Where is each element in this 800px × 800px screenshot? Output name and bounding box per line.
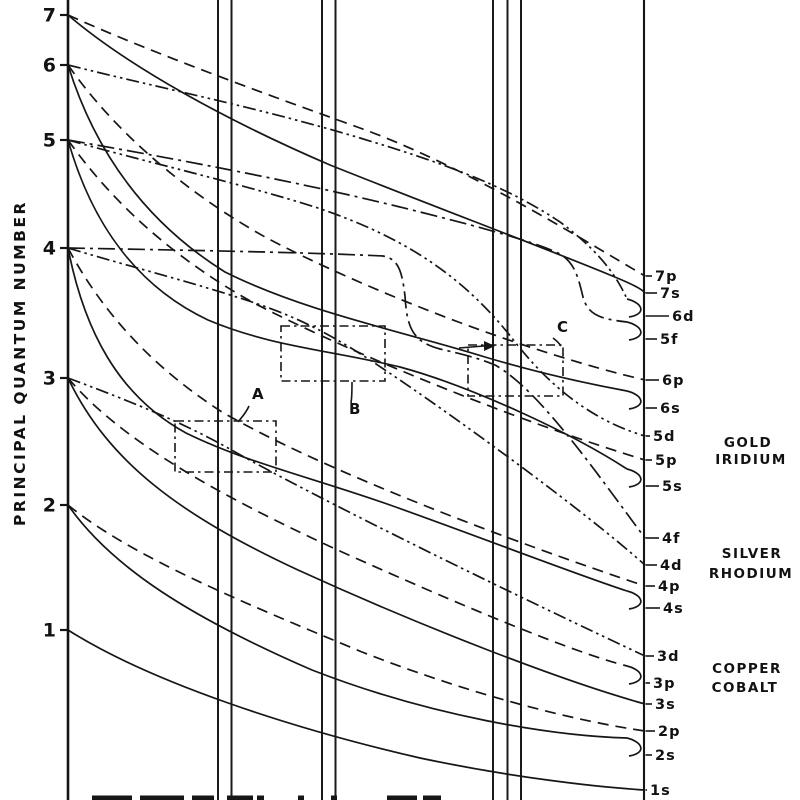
curve-6s: [67, 64, 628, 392]
y-tick-label-1: 1: [43, 620, 56, 642]
orbital-label-2s: 2s: [655, 748, 676, 764]
element-band-line: [230, 0, 233, 800]
highlight-box-B: [280, 325, 386, 382]
element-label-rhodium: RHODIUM: [709, 566, 793, 582]
orbital-label-6d: 6d: [672, 309, 694, 325]
box-leader-C: [552, 337, 562, 347]
orbital-label-7s: 7s: [660, 286, 681, 302]
box-label-C: C: [557, 318, 568, 336]
element-band-line: [519, 0, 523, 800]
y-tick-label-5: 5: [43, 130, 56, 152]
curve-7p: [67, 14, 646, 277]
curve-2s: [67, 504, 628, 739]
y-tick-label-2: 2: [43, 495, 56, 517]
bottom-cutoff-mark: [192, 795, 214, 800]
curve-3p: [67, 377, 628, 667]
element-label-iridium: IRIDIUM: [715, 452, 787, 468]
end-hook-5s: [626, 468, 642, 488]
end-hook-4s: [626, 590, 642, 610]
bottom-cutoff-mark: [387, 795, 417, 800]
annotation-arrow-head: [484, 341, 495, 351]
orbital-label-5p: 5p: [655, 453, 677, 469]
element-label-silver: SILVER: [722, 546, 783, 562]
end-hook-2s: [626, 737, 642, 757]
y-tick-label-7: 7: [43, 5, 56, 27]
element-band-line: [506, 0, 509, 800]
orbital-label-6p: 6p: [662, 373, 684, 389]
curve-5p: [67, 139, 646, 461]
curve-4s: [67, 247, 628, 592]
orbital-label-1s: 1s: [650, 783, 671, 799]
orbital-label-7p: 7p: [655, 269, 677, 285]
orbital-label-4d: 4d: [660, 558, 682, 574]
orbital-label-5s: 5s: [662, 479, 683, 495]
y-tick-label-6: 6: [43, 55, 56, 77]
curve-5d: [67, 139, 646, 437]
orbital-label-3s: 3s: [655, 697, 676, 713]
curve-4p: [67, 247, 646, 587]
y-tick-label-4: 4: [43, 238, 56, 260]
highlight-box-A: [174, 420, 277, 473]
end-hook-6d: [626, 298, 642, 318]
end-hook-3p: [626, 665, 642, 685]
curve-5f: [67, 139, 628, 323]
box-leader-B: [350, 381, 353, 404]
curve-5s: [67, 139, 628, 470]
box-leader-A: [237, 405, 250, 423]
element-label-gold: GOLD: [724, 435, 772, 451]
element-band-line: [216, 0, 220, 800]
annotation-arrow-shaft: [458, 345, 485, 349]
element-label-copper: COPPER: [712, 661, 782, 677]
y-axis-title: PRINCIPAL QUANTUM NUMBER: [11, 200, 29, 526]
bottom-cutoff-mark: [257, 795, 264, 800]
bottom-cutoff-mark: [92, 795, 132, 800]
element-label-cobalt: COBALT: [712, 680, 779, 696]
orbital-label-2p: 2p: [658, 724, 680, 740]
orbital-label-5f: 5f: [660, 332, 678, 348]
curve-3s: [67, 377, 646, 705]
curve-1s: [67, 629, 646, 791]
bottom-cutoff-mark: [140, 795, 184, 800]
box-label-B: B: [349, 400, 360, 418]
orbital-label-3d: 3d: [657, 649, 679, 665]
box-label-A: A: [252, 385, 264, 403]
orbital-label-3p: 3p: [653, 676, 675, 692]
bottom-cutoff-mark: [227, 795, 253, 800]
orbital-label-4p: 4p: [658, 579, 680, 595]
orbital-label-6s: 6s: [660, 401, 681, 417]
curve-6d: [67, 64, 628, 300]
orbital-label-5d: 5d: [653, 429, 675, 445]
highlight-box-C: [467, 344, 564, 397]
y-tick-label-3: 3: [43, 368, 56, 390]
bottom-cutoff-mark: [298, 795, 304, 800]
curve-4f: [67, 247, 646, 539]
curve-6p: [67, 64, 646, 381]
end-hook-5f: [626, 321, 642, 341]
orbital-label-4s: 4s: [663, 601, 684, 617]
curve-2p: [67, 504, 646, 732]
curve-3d: [67, 377, 646, 657]
element-band-line: [320, 0, 324, 800]
element-band-line: [334, 0, 337, 800]
end-hook-6s: [626, 390, 642, 410]
curve-7s: [67, 14, 646, 294]
bottom-cutoff-mark: [331, 795, 337, 800]
orbital-label-4f: 4f: [662, 531, 680, 547]
bottom-cutoff-mark: [423, 795, 441, 800]
